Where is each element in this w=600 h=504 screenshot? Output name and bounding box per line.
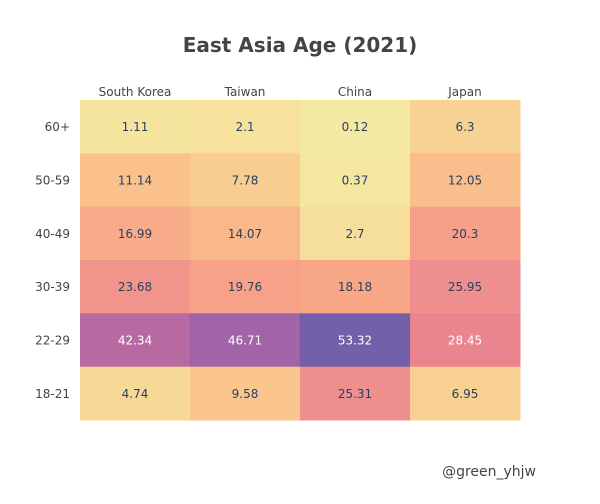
row-label: 18-21: [35, 387, 70, 401]
row-label: 60+: [45, 120, 70, 134]
cell-value-label: 12.05: [448, 174, 482, 188]
heatmap-cell: [80, 366, 191, 421]
heatmap-cell: [410, 260, 521, 314]
cell-value-label: 16.99: [118, 227, 152, 241]
row-labels: 60+ 50-59 40-49 30-39 22-29 18-21: [35, 120, 70, 401]
heatmap-cell: [300, 313, 411, 368]
row-label: 50-59: [35, 174, 70, 188]
heatmap-cell: [80, 100, 191, 154]
cell-value-label: 6.95: [452, 387, 479, 401]
column-label: South Korea: [99, 85, 172, 99]
cell-value-label: 9.58: [232, 387, 259, 401]
heatmap-cell: [190, 260, 301, 314]
watermark-text: @green_yhjw: [442, 464, 536, 480]
column-label: Japan: [447, 85, 481, 99]
cell-value-label: 23.68: [118, 280, 152, 294]
column-labels: South Korea Taiwan China Japan: [99, 85, 482, 99]
cell-value-label: 1.11: [122, 120, 149, 134]
cell-value-label: 18.18: [338, 280, 372, 294]
heatmap-cell: [410, 100, 521, 154]
cell-value-label: 19.76: [228, 280, 262, 294]
heatmap-cell: [190, 100, 301, 154]
row-label: 40-49: [35, 227, 70, 241]
cell-value-label: 25.95: [448, 280, 482, 294]
cell-value-label: 11.14: [118, 174, 152, 188]
heatmap-cell: [300, 100, 411, 154]
heatmap-cell: [80, 313, 191, 368]
heatmap-cell: [410, 366, 521, 421]
heatmap-cell: [300, 206, 411, 261]
heatmap-cell: [190, 153, 301, 208]
heatmap-cell: [300, 260, 411, 314]
cell-value-label: 6.3: [455, 120, 474, 134]
cell-value-label: 46.71: [228, 334, 262, 348]
column-label: China: [338, 85, 372, 99]
chart-title: East Asia Age (2021): [183, 33, 418, 57]
cell-value-label: 42.34: [118, 334, 152, 348]
heatmap-cell: [190, 206, 301, 261]
cell-value-label: 2.7: [345, 227, 364, 241]
cell-value-label: 53.32: [338, 334, 372, 348]
heatmap-cell: [410, 206, 521, 261]
row-label: 30-39: [35, 280, 70, 294]
cell-value-label: 2.1: [235, 120, 254, 134]
cell-value-label: 14.07: [228, 227, 262, 241]
heatmap-cell: [80, 153, 191, 208]
cell-value-label: 0.12: [342, 120, 369, 134]
cell-value-label: 25.31: [338, 387, 372, 401]
heatmap-cell: [300, 366, 411, 421]
heatmap-cells: 1.11 2.1 0.12 6.3 11.14 7.78 0.37 12.05 16.99 14.…: [80, 100, 521, 421]
cell-value-label: 0.37: [342, 174, 369, 188]
row-label: 22-29: [35, 334, 70, 348]
heatmap-cell: [190, 313, 301, 368]
cell-value-label: 20.3: [452, 227, 479, 241]
column-label: Taiwan: [224, 85, 266, 99]
heatmap-cell: [410, 313, 521, 368]
cell-value-label: 4.74: [122, 387, 149, 401]
heatmap-cell: [300, 153, 411, 208]
heatmap-cell: [190, 366, 301, 421]
heatmap-cell: [80, 206, 191, 261]
heatmap-cell: [410, 153, 521, 208]
heatmap-cell: [80, 260, 191, 314]
cell-value-label: 7.78: [232, 174, 259, 188]
cell-value-label: 28.45: [448, 334, 482, 348]
